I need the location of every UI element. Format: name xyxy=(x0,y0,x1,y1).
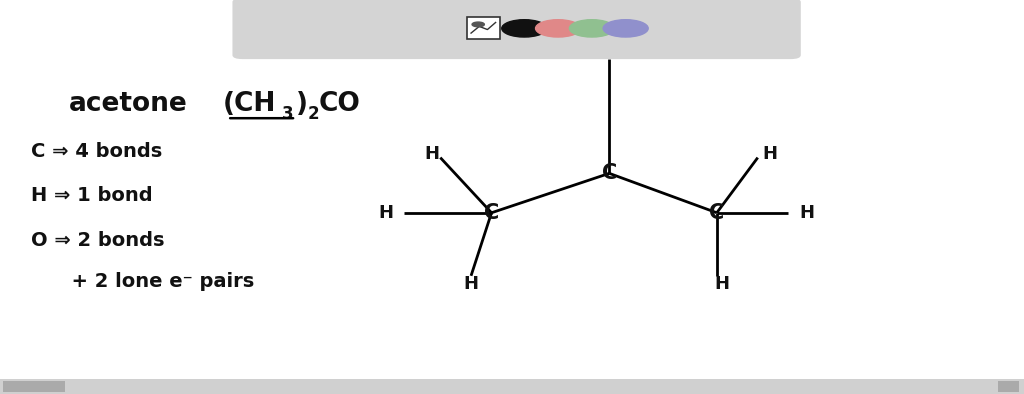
Circle shape xyxy=(536,20,581,37)
Text: + 2 lone e⁻ pairs: + 2 lone e⁻ pairs xyxy=(31,272,254,291)
FancyBboxPatch shape xyxy=(467,17,500,39)
Bar xyxy=(0,379,1024,394)
Text: O ⇒ 2 bonds: O ⇒ 2 bonds xyxy=(31,231,164,250)
Text: C: C xyxy=(710,203,724,223)
Text: acetone: acetone xyxy=(69,91,187,117)
Text: H: H xyxy=(800,204,814,222)
FancyBboxPatch shape xyxy=(232,0,801,59)
Circle shape xyxy=(472,22,484,27)
Text: 3: 3 xyxy=(282,105,293,123)
Text: ◇: ◇ xyxy=(359,21,370,35)
Circle shape xyxy=(502,20,547,37)
Text: H: H xyxy=(715,275,729,293)
Text: ↶: ↶ xyxy=(272,21,285,35)
Text: H: H xyxy=(425,145,439,163)
Text: 2: 2 xyxy=(307,105,318,123)
Circle shape xyxy=(603,20,648,37)
Text: ▣: ▣ xyxy=(477,21,489,35)
Text: H: H xyxy=(763,145,777,163)
Text: C: C xyxy=(484,203,499,223)
Text: ⬜: ⬜ xyxy=(479,21,487,36)
Text: O: O xyxy=(600,39,618,59)
Text: ↗: ↗ xyxy=(328,21,340,35)
Text: ): ) xyxy=(296,91,308,117)
Bar xyxy=(998,381,1019,392)
Circle shape xyxy=(569,20,614,37)
Bar xyxy=(3,381,65,392)
Text: H: H xyxy=(379,204,393,222)
Text: ↷: ↷ xyxy=(300,21,312,35)
Text: C ⇒ 4 bonds: C ⇒ 4 bonds xyxy=(31,142,162,161)
Text: CO: CO xyxy=(318,91,360,117)
Text: ✂: ✂ xyxy=(389,21,401,35)
Text: C: C xyxy=(602,164,616,183)
Text: /: / xyxy=(423,21,427,35)
Text: A: A xyxy=(449,21,459,35)
Text: H: H xyxy=(464,275,478,293)
Text: (CH: (CH xyxy=(223,91,276,117)
Text: H ⇒ 1 bond: H ⇒ 1 bond xyxy=(31,186,153,204)
